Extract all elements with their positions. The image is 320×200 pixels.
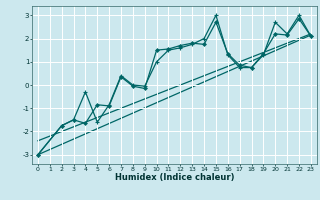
X-axis label: Humidex (Indice chaleur): Humidex (Indice chaleur) [115, 173, 234, 182]
